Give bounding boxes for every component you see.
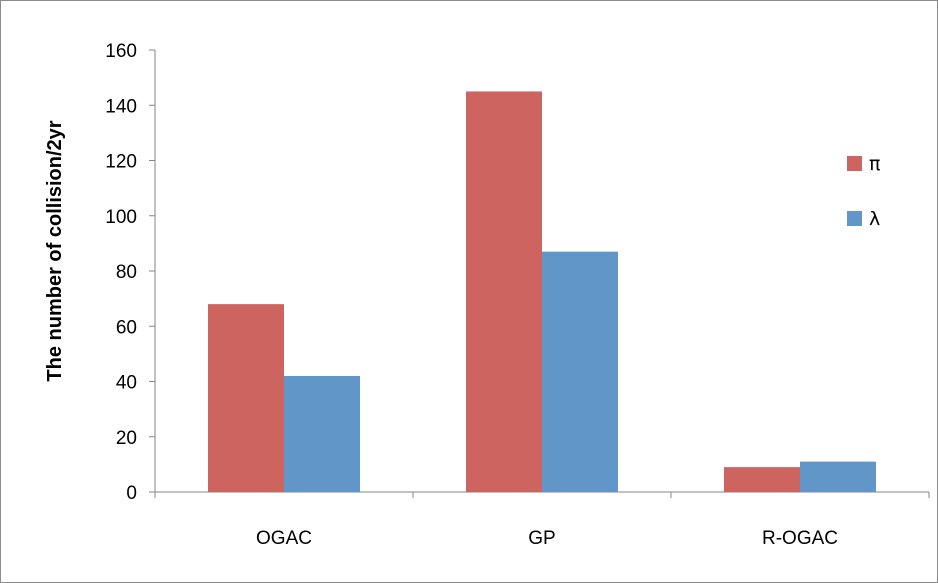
- y-tick-label: 140: [105, 96, 137, 117]
- legend-swatch: [847, 156, 862, 171]
- x-category-label: OGAC: [256, 528, 312, 549]
- y-tick-label: 20: [116, 428, 137, 449]
- bar-gp-series-2: [542, 251, 618, 492]
- y-tick-label: 60: [116, 317, 137, 338]
- y-tick-label: 100: [105, 207, 137, 228]
- legend: πλ: [847, 153, 880, 230]
- y-tick-label: 0: [126, 483, 137, 504]
- bar-r-ogac-series-1: [724, 467, 800, 492]
- y-tick-label: 160: [105, 41, 137, 62]
- y-tick-label: 120: [105, 152, 137, 173]
- bar-ogac-series-2: [284, 375, 360, 492]
- bars-group: [208, 91, 876, 492]
- legend-swatch: [847, 211, 862, 226]
- x-category-label: R-OGAC: [762, 528, 838, 549]
- x-category-label: GP: [528, 528, 555, 549]
- y-tick-label: 40: [116, 373, 137, 394]
- bar-r-ogac-series-2: [800, 461, 876, 492]
- y-tick-label: 80: [116, 262, 137, 283]
- legend-label: π: [869, 153, 880, 175]
- x-axis: OGAC GP R-OGAC: [154, 491, 930, 549]
- bar-ogac-series-1: [208, 304, 284, 492]
- y-axis: 0 20 40 60 80 100 120 140 160: [105, 41, 156, 504]
- y-axis-title: The number of collision/2yr: [44, 120, 66, 381]
- bar-gp-series-1: [466, 91, 542, 492]
- legend-label: λ: [869, 208, 880, 230]
